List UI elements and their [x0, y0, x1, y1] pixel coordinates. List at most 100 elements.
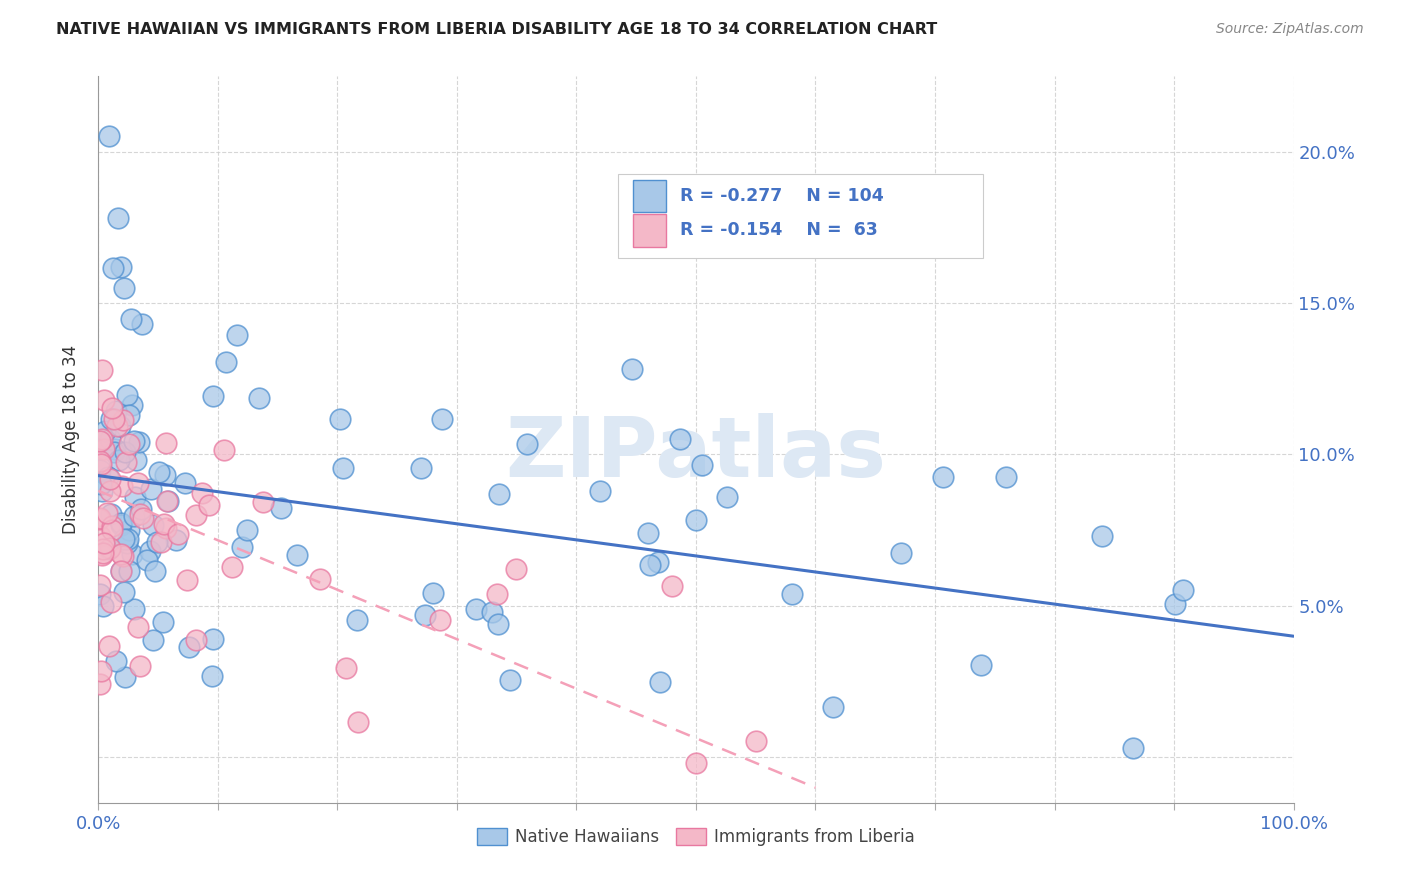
Point	[105, 654, 128, 668]
Point	[98, 432, 121, 446]
Point	[215, 355, 238, 369]
Point	[98, 541, 121, 555]
Point	[108, 418, 131, 433]
Point	[488, 486, 510, 500]
Point	[153, 517, 176, 532]
Point	[110, 565, 132, 579]
Point	[499, 673, 522, 687]
Point	[98, 639, 121, 653]
Point	[201, 669, 224, 683]
Point	[91, 547, 114, 561]
Point	[118, 437, 141, 451]
Point	[114, 454, 136, 468]
Point	[226, 328, 249, 343]
Point	[120, 312, 142, 326]
Point	[93, 442, 115, 456]
Bar	[633, 214, 666, 247]
Point	[98, 484, 121, 499]
Point	[127, 620, 149, 634]
Point	[89, 510, 111, 524]
Point	[100, 594, 122, 608]
Point	[716, 490, 738, 504]
Point	[100, 507, 122, 521]
Point	[329, 412, 352, 426]
Point	[89, 587, 111, 601]
Point	[236, 523, 259, 537]
Text: R = -0.277    N = 104: R = -0.277 N = 104	[681, 187, 884, 205]
Point	[122, 508, 145, 523]
Point	[110, 516, 132, 530]
Point	[103, 260, 125, 275]
Point	[650, 674, 672, 689]
Point	[745, 733, 768, 747]
Point	[112, 281, 135, 295]
Point	[994, 470, 1017, 484]
Point	[91, 548, 114, 562]
Point	[411, 460, 433, 475]
Point	[661, 579, 683, 593]
Point	[89, 578, 111, 592]
Point	[1171, 583, 1194, 598]
Point	[780, 587, 803, 601]
Point	[111, 549, 134, 564]
Point	[128, 435, 150, 450]
Point	[413, 607, 436, 622]
Point	[98, 541, 121, 556]
Point	[332, 461, 354, 475]
Point	[127, 476, 149, 491]
Point	[91, 599, 114, 613]
FancyBboxPatch shape	[619, 174, 983, 258]
Point	[112, 413, 135, 427]
Point	[117, 388, 139, 402]
Point	[202, 632, 225, 646]
Point	[270, 501, 292, 516]
Point	[97, 470, 120, 484]
Point	[176, 574, 198, 588]
Point	[101, 518, 124, 533]
Point	[430, 411, 453, 425]
Point	[932, 470, 955, 484]
Point	[231, 540, 253, 554]
Point	[252, 494, 274, 508]
Text: NATIVE HAWAIIAN VS IMMIGRANTS FROM LIBERIA DISABILITY AGE 18 TO 34 CORRELATION C: NATIVE HAWAIIAN VS IMMIGRANTS FROM LIBER…	[56, 22, 938, 37]
Point	[142, 517, 165, 532]
Point	[131, 317, 153, 331]
Point	[184, 508, 207, 523]
Point	[685, 756, 707, 770]
Point	[422, 586, 444, 600]
Point	[621, 362, 644, 376]
Point	[685, 513, 707, 527]
Point	[90, 442, 112, 456]
Point	[108, 452, 131, 467]
Point	[98, 129, 121, 144]
Point	[112, 585, 135, 599]
Point	[121, 398, 143, 412]
Point	[174, 475, 197, 490]
Point	[155, 521, 177, 535]
Point	[117, 523, 139, 537]
Bar	[633, 180, 666, 212]
Point	[122, 434, 145, 448]
Legend: Native Hawaiians, Immigrants from Liberia: Native Hawaiians, Immigrants from Liberi…	[470, 822, 922, 853]
Text: Source: ZipAtlas.com: Source: ZipAtlas.com	[1216, 22, 1364, 37]
Point	[335, 660, 357, 674]
Point	[101, 524, 124, 538]
Point	[669, 432, 692, 446]
Point	[115, 536, 138, 550]
Y-axis label: Disability Age 18 to 34: Disability Age 18 to 34	[62, 344, 80, 534]
Point	[202, 389, 225, 403]
Point	[429, 613, 451, 627]
Point	[103, 444, 125, 458]
Point	[89, 463, 111, 477]
Point	[145, 565, 167, 579]
Point	[148, 465, 170, 479]
Point	[98, 472, 121, 486]
Point	[94, 424, 117, 438]
Point	[114, 670, 136, 684]
Point	[103, 412, 125, 426]
Point	[121, 547, 143, 561]
Point	[190, 485, 212, 500]
Point	[465, 602, 488, 616]
Text: R = -0.154    N =  63: R = -0.154 N = 63	[681, 221, 879, 239]
Point	[89, 529, 111, 543]
